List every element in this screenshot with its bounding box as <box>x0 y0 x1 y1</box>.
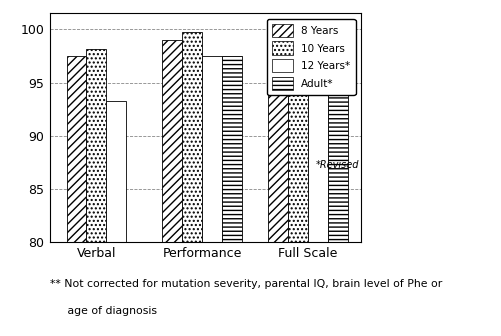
Bar <box>288 43 308 242</box>
Bar <box>182 32 202 242</box>
Text: *Revised: *Revised <box>316 160 359 170</box>
Bar <box>202 56 222 242</box>
Bar <box>308 88 328 242</box>
Legend: 8 Years, 10 Years, 12 Years*, Adult*: 8 Years, 10 Years, 12 Years*, Adult* <box>267 19 356 95</box>
Bar <box>87 48 106 242</box>
Text: ** Not corrected for mutation severity, parental IQ, brain level of Phe or: ** Not corrected for mutation severity, … <box>50 279 442 289</box>
Bar <box>222 56 242 242</box>
Text: age of diagnosis: age of diagnosis <box>50 306 157 316</box>
Bar <box>328 83 348 242</box>
Bar <box>162 40 182 242</box>
Bar <box>268 51 288 242</box>
Bar <box>67 56 87 242</box>
Bar <box>106 100 126 242</box>
